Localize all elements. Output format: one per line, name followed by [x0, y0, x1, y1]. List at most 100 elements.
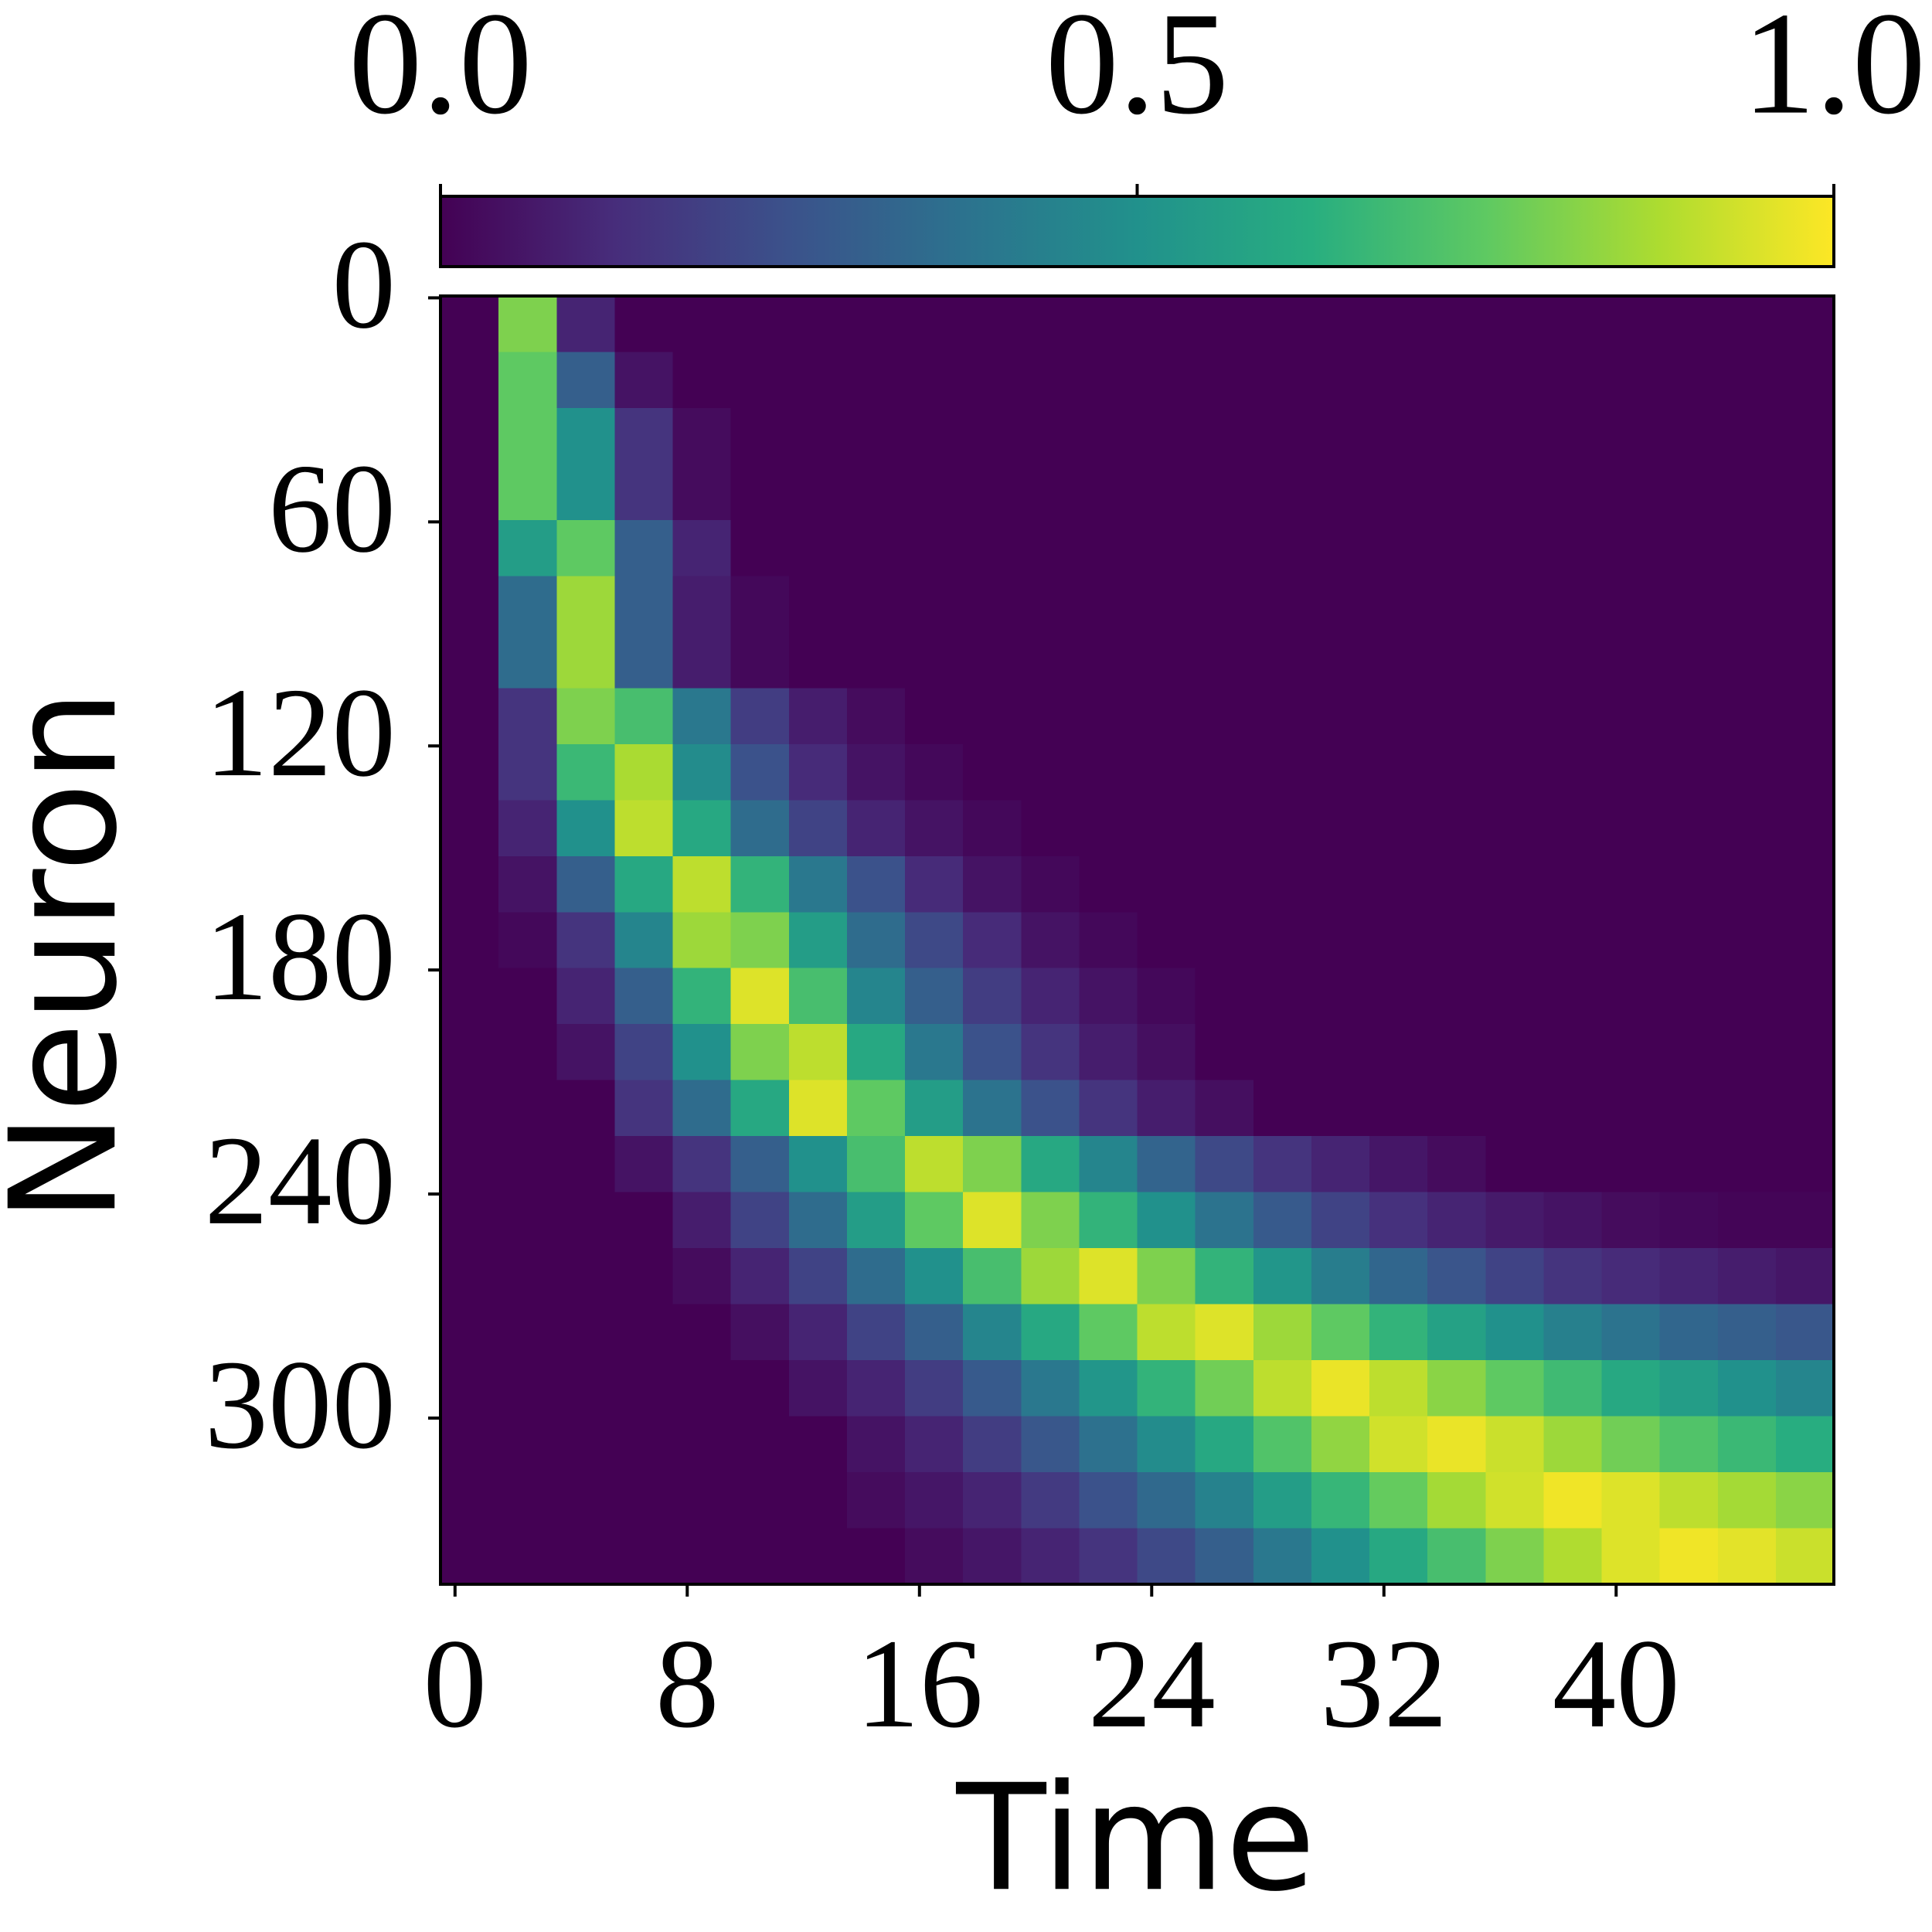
heatmap-cell — [672, 631, 732, 689]
heatmap-cell — [846, 1192, 906, 1249]
heatmap-cell — [1427, 1528, 1486, 1585]
heatmap-cell — [905, 407, 964, 464]
heatmap-cell — [846, 631, 906, 689]
heatmap-cell — [440, 464, 499, 521]
heatmap-cell — [1775, 688, 1835, 745]
heatmap-cell — [1601, 1304, 1661, 1361]
heatmap-cell — [1311, 688, 1370, 745]
heatmap-cell — [498, 1024, 557, 1081]
heatmap-cell — [1485, 1416, 1544, 1473]
heatmap-cell — [730, 1472, 790, 1529]
heatmap-cell — [556, 1360, 615, 1417]
heatmap-cell — [846, 1024, 906, 1081]
heatmap-cell — [614, 1248, 673, 1305]
heatmap-cell — [1659, 352, 1719, 409]
heatmap-cell — [556, 464, 615, 521]
heatmap-cell — [440, 855, 499, 913]
heatmap-cell — [1601, 296, 1661, 352]
heatmap-cell — [1137, 631, 1196, 689]
heatmap-cell — [1543, 688, 1602, 745]
heatmap-cell — [730, 1416, 790, 1473]
heatmap-cell — [905, 1192, 964, 1249]
heatmap-cell — [1485, 855, 1544, 913]
colorbar-tick-label: 1.0 — [1742, 0, 1926, 145]
heatmap-cell — [963, 743, 1022, 801]
heatmap-cell — [672, 1248, 732, 1305]
heatmap-cell — [1485, 1136, 1544, 1193]
heatmap-cell — [1195, 743, 1254, 801]
heatmap-cell — [672, 1304, 732, 1361]
heatmap-cell — [1427, 1136, 1486, 1193]
heatmap-cell — [730, 1248, 790, 1305]
heatmap-cell — [498, 631, 557, 689]
heatmap-cell — [963, 800, 1022, 857]
heatmap-cell — [440, 1304, 499, 1361]
heatmap-cell — [1775, 1024, 1835, 1081]
heatmap-cell — [1079, 1192, 1138, 1249]
heatmap-cell — [1369, 407, 1428, 464]
heatmap-cell — [614, 296, 673, 352]
heatmap-cell — [1311, 1080, 1370, 1137]
heatmap-cell — [672, 968, 732, 1025]
heatmap-cell — [1195, 576, 1254, 633]
heatmap-cell — [1775, 464, 1835, 521]
heatmap-cell — [1543, 1248, 1602, 1305]
heatmap-cell — [963, 464, 1022, 521]
heatmap-cell — [672, 743, 732, 801]
heatmap-cell — [788, 576, 848, 633]
heatmap-cell — [905, 1360, 964, 1417]
heatmap-cell — [1659, 743, 1719, 801]
heatmap-cell — [1195, 631, 1254, 689]
heatmap-cell — [1369, 464, 1428, 521]
heatmap-cell — [498, 1304, 557, 1361]
heatmap-cell — [1369, 296, 1428, 352]
heatmap-cell — [963, 1360, 1022, 1417]
heatmap-cell — [1253, 1416, 1312, 1473]
heatmap-cell — [498, 1080, 557, 1137]
heatmap-cell — [1195, 352, 1254, 409]
heatmap-cell — [614, 1136, 673, 1193]
heatmap-cell — [672, 352, 732, 409]
heatmap-cell — [846, 1080, 906, 1137]
heatmap-cell — [1427, 352, 1486, 409]
heatmap-cell — [614, 631, 673, 689]
heatmap-cell — [1485, 296, 1544, 352]
heatmap-cell — [1021, 1192, 1080, 1249]
heatmap-cell — [1369, 1472, 1428, 1529]
heatmap-cell — [1195, 296, 1254, 352]
heatmap-cell — [1427, 576, 1486, 633]
heatmap-cell — [846, 1136, 906, 1193]
heatmap-cell — [963, 1472, 1022, 1529]
heatmap-cell — [556, 296, 615, 352]
heatmap-cell — [846, 464, 906, 521]
heatmap-cell — [1021, 1360, 1080, 1417]
heatmap-cell — [963, 1416, 1022, 1473]
heatmap-cell — [1253, 1136, 1312, 1193]
heatmap-cell — [1253, 352, 1312, 409]
heatmap-cell — [556, 912, 615, 969]
heatmap-cell — [556, 519, 615, 577]
heatmap-cell — [1427, 800, 1486, 857]
heatmap-cell — [730, 519, 790, 577]
heatmap-cell — [1659, 1192, 1719, 1249]
heatmap-cell — [905, 1416, 964, 1473]
heatmap-cell — [1079, 1472, 1138, 1529]
heatmap-cell — [1601, 855, 1661, 913]
heatmap-cell — [788, 631, 848, 689]
heatmap-cell — [788, 688, 848, 745]
heatmap-cell — [963, 296, 1022, 352]
heatmap-cell — [498, 1192, 557, 1249]
heatmap-cell — [1021, 688, 1080, 745]
heatmap-cell — [730, 968, 790, 1025]
heatmap-cell — [1369, 688, 1428, 745]
heatmap-cell — [1601, 352, 1661, 409]
heatmap-cell — [1427, 1416, 1486, 1473]
heatmap-cell — [1659, 1304, 1719, 1361]
heatmap-cell — [1369, 1304, 1428, 1361]
heatmap-cell — [1137, 1528, 1196, 1585]
heatmap-cell — [1079, 743, 1138, 801]
heatmap-cell — [730, 800, 790, 857]
heatmap-cell — [1775, 296, 1835, 352]
